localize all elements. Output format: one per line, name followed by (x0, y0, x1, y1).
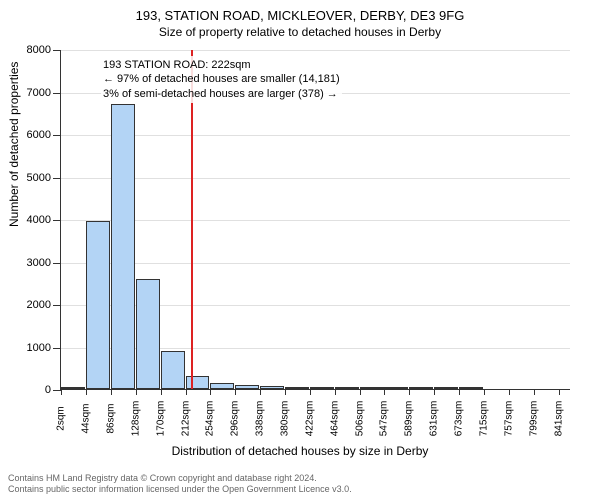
y-tick-label: 0 (45, 384, 51, 396)
y-tick (53, 263, 61, 264)
x-tick (310, 389, 311, 395)
x-tick (384, 389, 385, 395)
x-tick-label: 757sqm (503, 401, 514, 437)
x-tick (136, 389, 137, 395)
histogram-bar (384, 387, 408, 389)
x-tick-label: 589sqm (404, 401, 415, 437)
y-tick (53, 135, 61, 136)
histogram-bar (161, 351, 185, 389)
y-tick-label: 6000 (27, 129, 51, 141)
y-axis-title: Number of detached properties (7, 62, 21, 227)
chart-subtitle: Size of property relative to detached ho… (0, 23, 600, 39)
x-tick (285, 389, 286, 395)
x-tick-label: 506sqm (354, 401, 365, 437)
x-tick (186, 389, 187, 395)
histogram-bar (86, 221, 110, 389)
x-tick (459, 389, 460, 395)
histogram-bar (111, 104, 135, 389)
histogram-bar (136, 279, 160, 390)
gridline (61, 178, 570, 179)
y-tick-label: 4000 (27, 214, 51, 226)
x-tick-label: 44sqm (80, 403, 91, 433)
x-tick (335, 389, 336, 395)
x-tick (86, 389, 87, 395)
x-tick-label: 547sqm (379, 401, 390, 437)
y-tick-label: 2000 (27, 299, 51, 311)
x-tick-label: 464sqm (329, 401, 340, 437)
histogram-bar (360, 387, 384, 389)
annotation-line1: 193 STATION ROAD: 222sqm (103, 58, 340, 72)
x-tick-label: 422sqm (305, 401, 316, 437)
chart-container: 193, STATION ROAD, MICKLEOVER, DERBY, DE… (0, 0, 600, 500)
histogram-bar (235, 385, 259, 389)
y-tick-label: 8000 (27, 44, 51, 56)
y-tick-label: 7000 (27, 87, 51, 99)
x-tick (260, 389, 261, 395)
histogram-bar (434, 387, 458, 389)
x-tick-label: 380sqm (280, 401, 291, 437)
x-tick-label: 128sqm (130, 401, 141, 437)
x-tick (559, 389, 560, 395)
x-tick-label: 799sqm (528, 401, 539, 437)
annotation-line3: 3% of semi-detached houses are larger (3… (103, 87, 340, 101)
y-tick (53, 93, 61, 94)
y-tick-label: 3000 (27, 257, 51, 269)
x-tick (409, 389, 410, 395)
x-tick (235, 389, 236, 395)
footer-line2: Contains public sector information licen… (8, 484, 592, 496)
x-tick-label: 2sqm (56, 406, 67, 430)
histogram-bar (459, 387, 483, 389)
footer-line1: Contains HM Land Registry data © Crown c… (8, 473, 592, 485)
x-tick (61, 389, 62, 395)
gridline (61, 220, 570, 221)
histogram-bar (61, 387, 85, 389)
x-tick (434, 389, 435, 395)
footer: Contains HM Land Registry data © Crown c… (8, 473, 592, 496)
x-axis-title: Distribution of detached houses by size … (0, 444, 600, 458)
x-tick (509, 389, 510, 395)
y-tick (53, 390, 61, 391)
y-tick (53, 220, 61, 221)
histogram-bar (260, 386, 284, 389)
histogram-bar (409, 387, 433, 389)
x-tick-label: 296sqm (230, 401, 241, 437)
annotation-line2: ← 97% of detached houses are smaller (14… (103, 72, 340, 86)
x-tick-label: 338sqm (255, 401, 266, 437)
histogram-bar (285, 387, 309, 389)
histogram-bar (310, 387, 334, 389)
histogram-bar (335, 387, 359, 389)
x-tick (534, 389, 535, 395)
plot-area: 0100020003000400050006000700080002sqm44s… (60, 50, 570, 390)
x-tick-label: 673sqm (453, 401, 464, 437)
x-tick-label: 715sqm (478, 401, 489, 437)
x-tick-label: 631sqm (429, 401, 440, 437)
gridline (61, 135, 570, 136)
x-tick-label: 212sqm (180, 401, 191, 437)
y-tick-label: 5000 (27, 172, 51, 184)
histogram-bar (186, 376, 210, 389)
x-tick (210, 389, 211, 395)
chart-title: 193, STATION ROAD, MICKLEOVER, DERBY, DE… (0, 0, 600, 23)
y-tick (53, 348, 61, 349)
x-tick (161, 389, 162, 395)
gridline (61, 263, 570, 264)
annotation-box: 193 STATION ROAD: 222sqm ← 97% of detach… (101, 56, 342, 103)
histogram-bar (210, 383, 234, 389)
y-tick (53, 50, 61, 51)
y-tick (53, 305, 61, 306)
x-tick (111, 389, 112, 395)
x-tick-label: 170sqm (155, 401, 166, 437)
y-tick-label: 1000 (27, 342, 51, 354)
y-tick (53, 178, 61, 179)
x-tick-label: 254sqm (205, 401, 216, 437)
x-tick-label: 841sqm (553, 401, 564, 437)
gridline (61, 50, 570, 51)
x-tick (484, 389, 485, 395)
x-tick-label: 86sqm (105, 403, 116, 433)
x-tick (360, 389, 361, 395)
